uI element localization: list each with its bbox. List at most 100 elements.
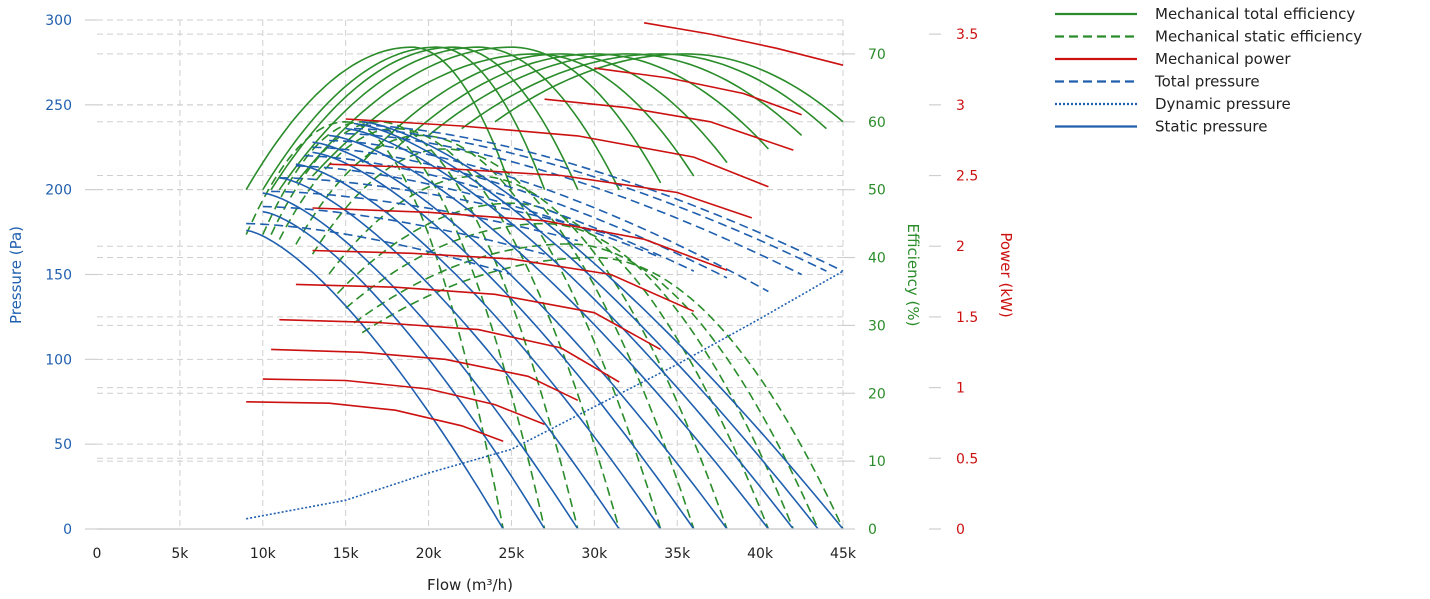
total-efficiency-curve bbox=[361, 53, 728, 164]
static-pressure-curve bbox=[295, 163, 662, 530]
x-tick-label: 40k bbox=[747, 546, 774, 562]
total-pressure-curve bbox=[312, 146, 728, 279]
static-pressure-curve bbox=[362, 121, 844, 530]
x-tick-label: 45k bbox=[830, 546, 857, 562]
total-pressure-curve bbox=[362, 124, 844, 272]
power-tick-label: 2 bbox=[956, 239, 965, 255]
legend-label: Mechanical total efficiency bbox=[1155, 5, 1355, 23]
axes: 0 5k 10k 15k 20k 25k 30k 35k 40k 45k0501001502002… bbox=[45, 13, 978, 562]
x-axis-label: Flow (m³/h) bbox=[427, 576, 513, 594]
pressure-tick-label: 150 bbox=[45, 268, 72, 284]
legend: Mechanical total efficiency Mechanical st… bbox=[1055, 5, 1362, 136]
total-efficiency-curve bbox=[295, 46, 662, 184]
total-efficiency-curve bbox=[311, 53, 695, 177]
total-efficiency-curve bbox=[245, 46, 513, 191]
power-tick-label: 3.5 bbox=[956, 27, 978, 43]
mechanical-power-curve bbox=[312, 207, 728, 272]
total-efficiency-curve bbox=[270, 46, 579, 191]
legend-item: Mechanical total efficiency bbox=[1055, 5, 1355, 23]
total-efficiency-curve bbox=[494, 53, 844, 123]
pressure-tick-label: 250 bbox=[45, 98, 72, 114]
total-efficiency-curve bbox=[278, 46, 620, 191]
pressure-tick-label: 300 bbox=[45, 13, 72, 29]
mechanical-power-curve bbox=[312, 249, 695, 313]
static-pressure-curve bbox=[312, 151, 695, 530]
mechanical-power-curve bbox=[345, 118, 769, 188]
legend-label: Total pressure bbox=[1154, 73, 1260, 91]
legend-item: Mechanical static efficiency bbox=[1055, 28, 1362, 46]
pressure-axis-label: Pressure (Pa) bbox=[7, 226, 25, 324]
power-tick-label: 1 bbox=[956, 381, 965, 397]
efficiency-tick-label: 30 bbox=[868, 318, 886, 334]
mechanical-power-curve bbox=[271, 348, 579, 402]
x-tick-label: 0 bbox=[93, 546, 102, 562]
static-efficiency-curve bbox=[311, 148, 695, 530]
static-pressure-curve bbox=[312, 141, 728, 530]
efficiency-tick-label: 70 bbox=[868, 47, 886, 63]
mechanical-power-curve bbox=[643, 22, 844, 66]
dynamic-pressure-curve bbox=[246, 270, 844, 520]
x-tick-label: 25k bbox=[498, 546, 525, 562]
efficiency-tick-label: 20 bbox=[868, 386, 886, 402]
mechanical-power-curve bbox=[246, 401, 504, 443]
legend-label: Mechanical static efficiency bbox=[1155, 28, 1362, 46]
efficiency-tick-label: 60 bbox=[868, 115, 886, 131]
static-pressure-curve bbox=[328, 134, 770, 530]
pressure-tick-label: 100 bbox=[45, 352, 72, 368]
static-pressure-curve bbox=[262, 210, 546, 530]
legend-label: Mechanical power bbox=[1155, 50, 1291, 68]
pressure-tick-label: 0 bbox=[63, 522, 72, 538]
static-pressure-curve bbox=[353, 122, 819, 530]
mechanical-power-curve bbox=[544, 98, 794, 151]
pressure-tick-label: 50 bbox=[54, 437, 72, 453]
total-efficiency-curve bbox=[428, 53, 803, 137]
legend-label: Dynamic pressure bbox=[1155, 95, 1291, 113]
mechanical-power-curve bbox=[329, 163, 753, 219]
legend-label: Static pressure bbox=[1155, 118, 1267, 136]
total-pressure-curve bbox=[304, 154, 695, 272]
power-tick-label: 2.5 bbox=[956, 169, 978, 185]
total-efficiency-curve bbox=[394, 53, 769, 150]
total-pressure-curve bbox=[271, 190, 578, 242]
total-pressure-curve bbox=[353, 127, 827, 272]
curves bbox=[245, 22, 844, 530]
x-tick-label: 10k bbox=[250, 546, 277, 562]
static-pressure-curve bbox=[262, 192, 579, 530]
efficiency-tick-label: 10 bbox=[868, 454, 886, 470]
total-pressure-curve bbox=[295, 165, 661, 259]
total-efficiency-curve bbox=[461, 53, 827, 130]
total-pressure-curve bbox=[262, 205, 545, 255]
legend-item: Static pressure bbox=[1055, 118, 1267, 136]
efficiency-tick-label: 0 bbox=[868, 522, 877, 538]
power-tick-label: 1.5 bbox=[956, 310, 978, 326]
x-tick-label: 20k bbox=[416, 546, 443, 562]
static-efficiency-curve bbox=[345, 222, 795, 530]
efficiency-axis-label: Efficiency (%) bbox=[904, 224, 922, 327]
legend-item: Dynamic pressure bbox=[1055, 95, 1291, 113]
legend-item: Mechanical power bbox=[1055, 50, 1291, 68]
mechanical-power-curve bbox=[594, 67, 802, 116]
static-pressure-curve bbox=[246, 229, 504, 530]
static-efficiency-curve bbox=[295, 134, 662, 530]
x-tick-label: 5k bbox=[171, 546, 189, 562]
efficiency-tick-label: 40 bbox=[868, 251, 886, 267]
pressure-tick-label: 200 bbox=[45, 183, 72, 199]
power-axis-label: Power (kW) bbox=[997, 232, 1015, 317]
static-pressure-curve bbox=[345, 127, 794, 530]
static-efficiency-curve bbox=[353, 243, 819, 530]
efficiency-tick-label: 50 bbox=[868, 183, 886, 199]
power-tick-label: 3 bbox=[956, 98, 965, 114]
static-efficiency-curve bbox=[336, 202, 770, 530]
x-tick-label: 35k bbox=[664, 546, 691, 562]
mechanical-power-curve bbox=[262, 378, 545, 426]
mechanical-power-curve bbox=[279, 318, 620, 383]
x-tick-label: 30k bbox=[581, 546, 608, 562]
total-pressure-curve bbox=[246, 222, 512, 276]
total-efficiency-curve bbox=[262, 46, 546, 191]
mechanical-power-curve bbox=[295, 283, 661, 351]
legend-item: Total pressure bbox=[1055, 73, 1260, 91]
power-tick-label: 0 bbox=[956, 522, 965, 538]
static-pressure-curve bbox=[279, 177, 620, 530]
x-tick-label: 15k bbox=[333, 546, 360, 562]
